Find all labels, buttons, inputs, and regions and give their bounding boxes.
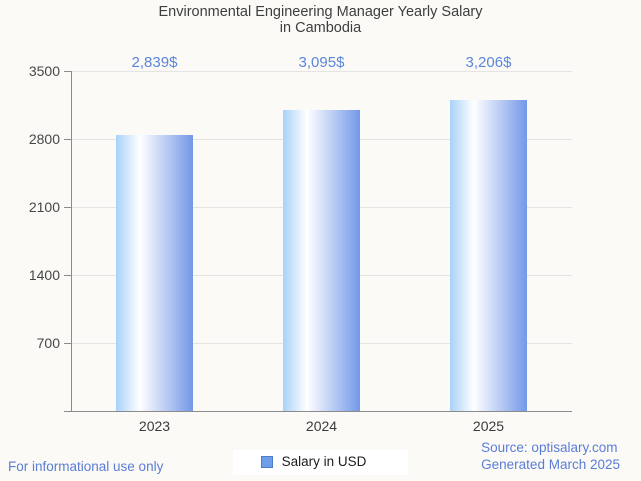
y-axis-line xyxy=(71,71,72,411)
legend-label: Salary in USD xyxy=(281,454,367,469)
bar-value-label: 3,095$ xyxy=(298,54,345,71)
generated-text: Generated March 2025 xyxy=(481,456,620,472)
y-axis-label: 3500 xyxy=(28,63,60,79)
legend-marker-icon xyxy=(260,456,273,468)
x-axis-label: 2023 xyxy=(138,418,171,434)
chart-title-line2: in Cambodia xyxy=(279,20,362,36)
bar-value-label: 2,839$ xyxy=(131,54,178,71)
disclaimer-text: For informational use only xyxy=(8,459,164,474)
bar-2024 xyxy=(283,110,360,411)
legend: Salary in USD xyxy=(0,450,641,475)
x-axis-label: 2024 xyxy=(305,418,338,434)
bar-value-label: 3,206$ xyxy=(465,54,512,71)
gridline xyxy=(71,71,572,72)
y-axis-tick xyxy=(64,275,71,276)
y-axis-tick xyxy=(64,139,71,140)
y-axis-label: 1400 xyxy=(28,267,60,283)
chart-title-line1: Environmental Engineering Manager Yearly… xyxy=(158,4,483,20)
x-axis-line xyxy=(64,411,572,412)
y-axis-tick xyxy=(64,207,71,208)
y-axis-tick xyxy=(64,71,71,72)
y-axis-label: 700 xyxy=(36,335,60,351)
x-axis-label: 2025 xyxy=(472,418,505,434)
chart-title: Environmental Engineering Manager Yearly… xyxy=(0,4,641,36)
y-axis-label: 2800 xyxy=(28,131,60,147)
source-block: Source: optisalary.com Generated March 2… xyxy=(481,440,620,473)
bar-2023 xyxy=(116,135,193,411)
y-axis-label: 2100 xyxy=(28,199,60,215)
legend-box: Salary in USD xyxy=(232,450,409,475)
y-axis-tick xyxy=(64,343,71,344)
bar-2025 xyxy=(450,99,527,411)
source-text: Source: optisalary.com xyxy=(481,440,618,455)
